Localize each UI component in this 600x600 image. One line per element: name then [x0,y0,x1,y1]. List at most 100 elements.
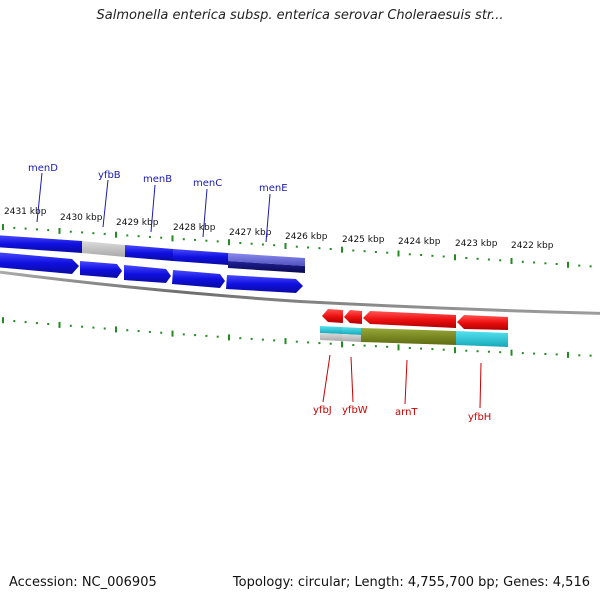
upper-minor-tick [374,251,377,253]
lower-minor-tick [329,342,332,345]
gene-menB-cog[interactable] [125,245,173,261]
upper-major-tick [341,246,343,253]
gene-yfbJ-cog-top[interactable] [320,326,342,334]
gene-label-menB[interactable]: menB [143,174,172,185]
lower-minor-tick [126,329,129,332]
tick-label-2428: 2428 kbp [173,223,216,233]
lower-major-tick [284,338,287,345]
reverse-cog-track [320,326,508,347]
gene-arrow-menD[interactable] [0,252,79,274]
lower-minor-tick [521,352,524,355]
upper-minor-tick [476,257,479,260]
lower-major-tick [567,351,569,358]
upper-major-tick [510,258,513,264]
lower-major-tick [2,317,4,324]
gene-yfbJ-cog-bottom[interactable] [320,333,342,341]
upper-minor-tick [92,232,95,235]
lower-minor-tick [420,347,423,350]
upper-minor-tick [499,259,502,262]
upper-minor-tick [273,244,276,247]
gene-label-yfbB[interactable]: yfbB [98,170,121,181]
tick-labels: 2431 kbp 2430 kbp 2429 kbp 2428 kbp 2427… [4,207,554,251]
lower-minor-tick [589,354,592,357]
lower-minor-tick [476,350,479,353]
gene-label-menC[interactable]: menC [193,178,222,189]
forward-cog-track [0,235,305,273]
tick-label-2426: 2426 kbp [285,232,328,242]
gene-label-arnT[interactable]: arnT [395,407,418,418]
gene-arrow-yfbH[interactable] [457,315,508,330]
gene-arrow-yfbB[interactable] [80,261,122,278]
lower-minor-tick [250,337,253,340]
upper-minor-tick [589,265,592,268]
gene-yfbW-cog-top[interactable] [342,327,361,335]
lower-minor-tick [205,334,208,337]
upper-minor-tick [420,254,423,256]
gene-menC-cog[interactable] [173,249,228,265]
lower-minor-tick [13,320,16,323]
gene-arrow-menC[interactable] [172,270,225,288]
upper-minor-tick [160,236,163,239]
lower-minor-tick [386,345,389,348]
lower-minor-tick [273,339,276,342]
gene-label-yfbJ[interactable]: yfbJ [313,405,332,416]
gene-yfbW-cog-bottom[interactable] [342,334,361,342]
forward-label-leaders [36,172,271,243]
tick-label-2431: 2431 kbp [4,207,47,217]
lower-minor-tick [295,340,298,343]
tick-label-2423: 2423 kbp [455,239,498,249]
gene-arrow-menE[interactable] [226,275,303,293]
upper-minor-tick [352,249,355,252]
gene-arnT-cog[interactable] [361,328,456,345]
gene-menE-cog-bottom[interactable] [228,261,305,273]
lower-minor-tick [487,350,490,353]
forward-gene-track [0,252,303,293]
upper-minor-tick [103,232,106,235]
upper-minor-tick [239,242,242,244]
lower-minor-tick [239,337,242,340]
genome-stats: Topology: circular; Length: 4,755,700 bp… [232,575,590,590]
gene-label-yfbH[interactable]: yfbH [468,412,491,423]
upper-minor-tick [47,229,50,232]
gene-arrow-arnT[interactable] [363,311,456,328]
lower-minor-tick [442,348,445,351]
tick-label-2422: 2422 kbp [511,241,554,251]
lower-minor-tick [307,341,310,344]
lower-major-tick [454,347,456,354]
upper-minor-tick [295,245,298,248]
gene-label-menD[interactable]: menD [28,163,58,174]
lower-minor-tick [81,325,84,328]
gene-label-yfbW[interactable]: yfbW [342,405,368,416]
lower-major-tick [341,341,343,348]
upper-major-tick [567,261,569,268]
lower-minor-tick [408,347,411,349]
gene-arrow-menB[interactable] [124,265,171,283]
lower-minor-tick [465,349,468,352]
upper-minor-tick [555,263,558,265]
lower-minor-tick [160,331,163,334]
upper-major-tick [58,227,61,234]
upper-minor-tick [533,261,536,264]
upper-major-tick [171,235,174,242]
gene-label-menE[interactable]: menE [259,183,288,194]
gene-yfbB-cog[interactable] [82,241,125,257]
gene-menE-cog-top[interactable] [228,253,305,266]
lower-major-tick [58,321,61,328]
lower-minor-tick [92,326,95,329]
lower-minor-tick [137,330,140,333]
tick-label-2424: 2424 kbp [398,237,441,247]
gene-menD-cog[interactable] [0,235,82,253]
upper-minor-tick [148,235,151,238]
gene-arrow-yfbW[interactable] [344,310,362,324]
lower-minor-tick [216,335,219,338]
upper-major-tick [2,224,4,231]
upper-minor-tick [13,226,16,229]
lower-minor-tick [544,353,547,355]
upper-minor-tick [137,235,140,238]
lower-minor-tick [363,344,366,347]
upper-minor-tick [578,264,581,267]
lower-minor-tick [261,338,264,341]
upper-minor-tick [363,250,366,253]
gene-arrow-yfbJ[interactable] [322,309,343,323]
gene-yfbH-cog[interactable] [456,331,508,347]
